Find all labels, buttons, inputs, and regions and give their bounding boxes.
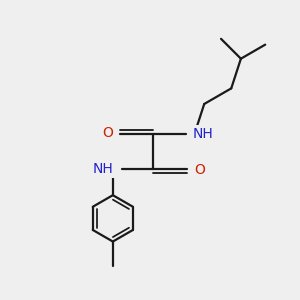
Text: O: O xyxy=(194,163,206,177)
Text: NH: NH xyxy=(93,162,114,176)
Text: NH: NH xyxy=(193,127,213,141)
Text: O: O xyxy=(102,126,113,140)
